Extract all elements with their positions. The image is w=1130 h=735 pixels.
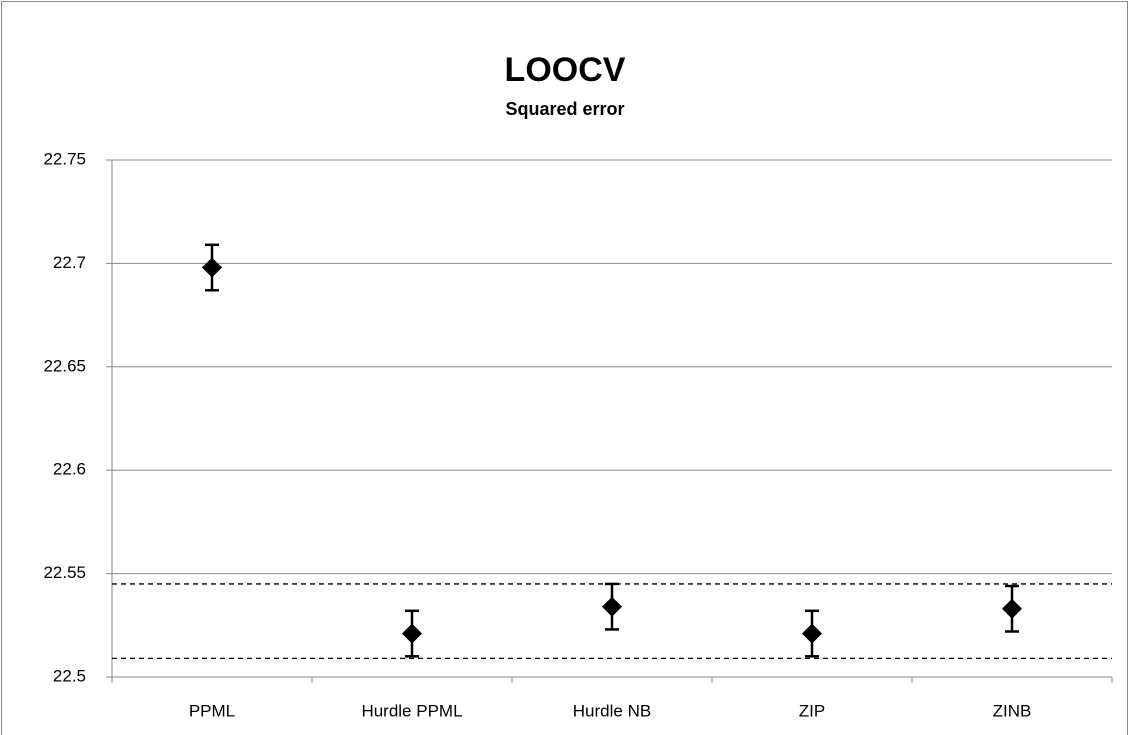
x-tick-label: Hurdle NB xyxy=(573,701,651,720)
y-tick-label: 22.5 xyxy=(53,666,86,685)
x-tick-label: Hurdle PPML xyxy=(361,701,462,720)
x-tick-label: ZIP xyxy=(799,701,825,720)
x-tick-label: PPML xyxy=(189,701,235,720)
y-tick-label: 22.65 xyxy=(43,356,86,375)
marker xyxy=(602,596,622,617)
y-tick-label: 22.75 xyxy=(43,149,86,168)
chart-subtitle: Squared error xyxy=(505,99,624,119)
chart-title: LOOCV xyxy=(505,51,626,89)
marker xyxy=(402,623,422,644)
y-tick-label: 22.7 xyxy=(53,253,86,272)
marker xyxy=(202,257,222,278)
y-tick-label: 22.55 xyxy=(43,563,86,582)
marker xyxy=(1002,598,1022,619)
marker xyxy=(802,623,822,644)
x-tick-label: ZINB xyxy=(993,701,1032,720)
y-tick-label: 22.6 xyxy=(53,460,86,479)
